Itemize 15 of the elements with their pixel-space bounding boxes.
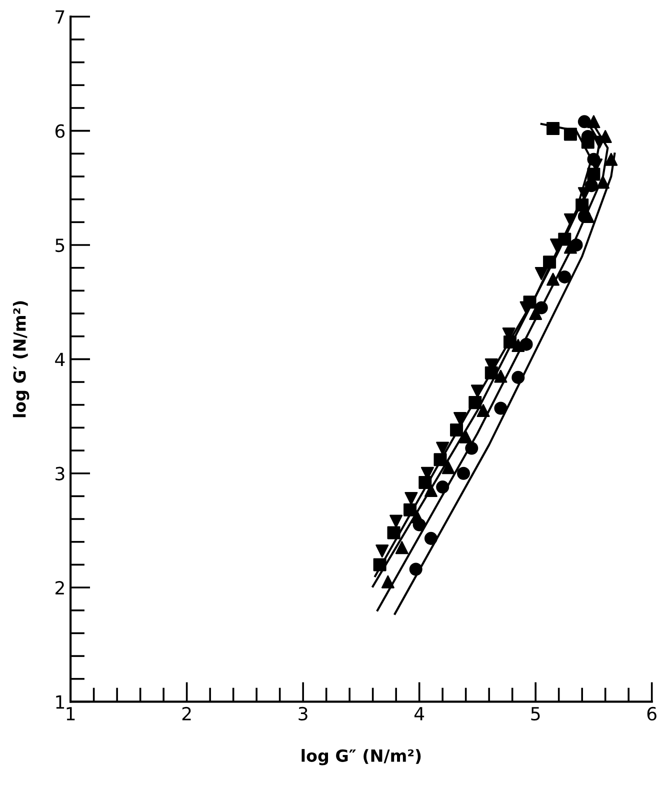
y-tick-label: 2 xyxy=(56,580,64,594)
x-tick-label: 2 xyxy=(182,706,191,720)
y-tick-label: 6 xyxy=(55,124,65,138)
y-tick-label: 5 xyxy=(56,238,64,252)
y-tick-label: 1 xyxy=(56,695,64,709)
y-axis-title: log G′ (N/m²) xyxy=(12,301,30,418)
x-tick-label: 6 xyxy=(647,706,656,721)
y-tick-label: 4 xyxy=(55,352,65,366)
y-tick-label: 3 xyxy=(56,466,64,480)
x-tick-label: 5 xyxy=(531,707,540,721)
x-tick-label: 1 xyxy=(66,707,75,720)
x-tick-label: 3 xyxy=(298,706,308,721)
x-axis-title: log G″ (N/m²) xyxy=(302,749,421,766)
x-tick-label: 4 xyxy=(414,707,424,720)
y-tick-label: 7 xyxy=(56,10,64,24)
